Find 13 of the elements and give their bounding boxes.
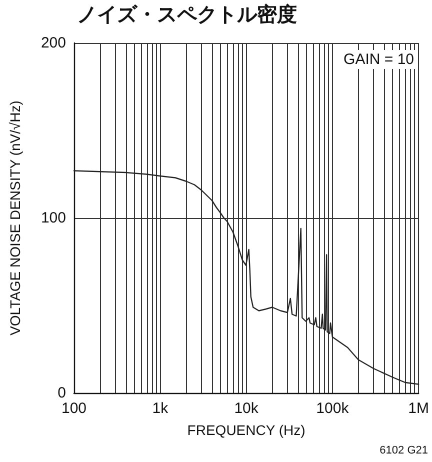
y-tick-label: 0 [58, 384, 66, 402]
x-tick-label: 1k [152, 400, 169, 417]
x-tick-label: 1M [408, 400, 430, 417]
x-axis-title: FREQUENCY (Hz) [187, 422, 306, 438]
chart-title: ノイズ・スペクトル密度 [77, 3, 297, 26]
x-tick-label: 100k [316, 400, 350, 417]
text: 6102 G21 [380, 444, 428, 456]
y-tick-label: 100 [40, 210, 66, 226]
x-tick-label: 10k [234, 400, 259, 417]
y-axis-title: VOLTAGE NOISE DENSITY (nV/√Hz) [7, 100, 23, 336]
x-tick-label: 100 [61, 400, 87, 417]
y-tick-label: 200 [40, 34, 66, 52]
annotation: GAIN = 10 [344, 51, 414, 68]
